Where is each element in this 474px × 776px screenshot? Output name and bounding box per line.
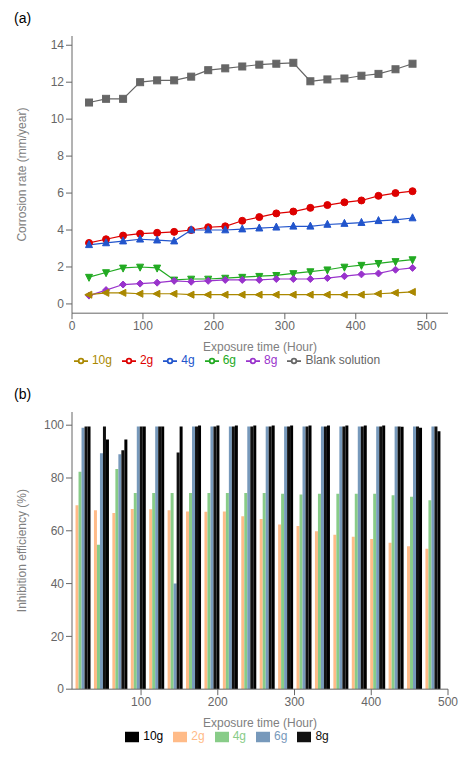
svg-text:100: 100 [133,319,153,333]
html-text:Blank solution: Blank solution [305,353,381,368]
html-text:2g: 2g [191,729,205,744]
svg-text:Corrosion rate (mm/year): Corrosion rate (mm/year) [15,108,29,242]
svg-text:0: 0 [69,319,76,333]
svg-text:10: 10 [51,112,65,126]
html-text:(b): (b) [14,386,32,402]
html-text:6g: 6g [274,729,288,744]
svg-text:Exposure time (Hour): Exposure time (Hour) [203,716,317,730]
svg-text:12: 12 [51,75,65,89]
svg-text:500: 500 [438,695,458,709]
svg-text:0: 0 [57,297,64,311]
svg-text:500: 500 [417,319,437,333]
html-text:4g: 4g [181,353,195,368]
svg-text:100: 100 [131,695,151,709]
svg-text:300: 300 [275,319,295,333]
html-text:4g: 4g [232,729,246,744]
svg-text:2: 2 [57,260,64,274]
svg-text:14: 14 [51,38,65,52]
svg-text:20: 20 [51,630,65,644]
svg-text:40: 40 [51,577,65,591]
html-text:8g: 8g [264,353,278,368]
svg-text:6: 6 [57,186,64,200]
svg-text:200: 200 [208,695,228,709]
svg-text:100: 100 [44,418,64,432]
html-text:8g: 8g [315,729,329,744]
html-text:6g: 6g [222,353,236,368]
svg-text:400: 400 [361,695,381,709]
svg-text:Inhibition efficiency (%): Inhibition efficiency (%) [15,489,29,612]
svg-text:60: 60 [51,524,65,538]
svg-text:4: 4 [57,223,64,237]
svg-text:8: 8 [57,149,64,163]
svg-text:400: 400 [346,319,366,333]
html-text:(a): (a) [14,10,32,26]
svg-text:300: 300 [285,695,305,709]
svg-text:80: 80 [51,471,65,485]
svg-text:Exposure time (Hour): Exposure time (Hour) [203,340,317,354]
svg-text:200: 200 [204,319,224,333]
html-text:10g: 10g [91,353,112,368]
html-text:10g: 10g [143,729,164,744]
html-text:2g: 2g [139,353,154,368]
svg-text:0: 0 [57,682,64,696]
